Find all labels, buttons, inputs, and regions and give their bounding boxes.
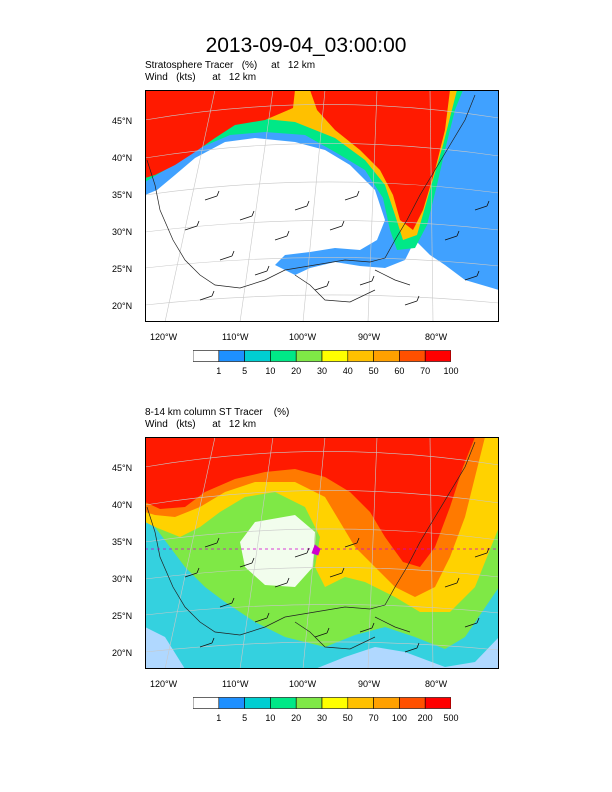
panel1-lon-label: 100°W	[289, 332, 317, 342]
panel1-title-line1: Stratosphere Tracer (%) at 12 km	[145, 60, 316, 71]
panel1-lat-label: 25°N	[112, 264, 133, 274]
panel2-tracer-red	[145, 437, 475, 567]
panel2-title-line2: Wind (kts) at 12 km	[145, 419, 257, 430]
colorbar-label: 5	[242, 713, 248, 723]
colorbar-swatch	[244, 350, 271, 362]
panel2-lat-label: 40°N	[112, 500, 133, 510]
panel1-graticule	[145, 90, 499, 322]
colorbar-label: 100	[391, 713, 407, 723]
colorbar-swatch	[321, 350, 349, 362]
panel1-tracer-red-west	[145, 90, 295, 178]
panel2-coastlines	[146, 441, 476, 650]
colorbar-label: 10	[265, 366, 276, 376]
colorbar-swatch	[399, 350, 426, 362]
colorbar-swatch	[373, 350, 400, 362]
colorbar-label: 50	[368, 366, 379, 376]
colorbar-swatch	[424, 697, 451, 709]
panel1-coastlines	[146, 94, 476, 303]
panel1-lon-label: 80°W	[425, 332, 448, 342]
colorbar-label: 200	[417, 713, 433, 723]
panel2-lat-label: 25°N	[112, 611, 133, 621]
panel2-lat-label: 20°N	[112, 648, 133, 658]
colorbar-label: 20	[291, 366, 302, 376]
colorbar-swatch	[399, 697, 426, 709]
panel2-lat-label: 45°N	[112, 463, 133, 473]
colorbar-label: 20	[291, 713, 302, 723]
colorbar-swatch	[321, 697, 349, 709]
panel1-lon-label: 120°W	[150, 332, 178, 342]
colorbar-swatch	[270, 697, 297, 709]
colorbar-swatch	[193, 350, 220, 362]
colorbar-swatch	[270, 350, 297, 362]
panel1-tracer-red-east	[310, 90, 450, 230]
panel2-map	[145, 437, 499, 669]
panel2-wind-barbs	[184, 537, 490, 653]
panel2-lon-label: 110°W	[222, 679, 249, 689]
colorbar-label: 1	[216, 713, 222, 723]
colorbar-label: 500	[443, 713, 459, 723]
colorbar-label: 50	[342, 713, 353, 723]
colorbar-label: 100	[443, 366, 459, 376]
colorbar-swatch	[373, 697, 400, 709]
panel1-wind-barbs	[184, 190, 490, 306]
panel2-lon-label: 90°W	[358, 679, 381, 689]
colorbar-label: 60	[394, 366, 405, 376]
colorbar-label: 1	[216, 366, 222, 376]
panel1-lat-label: 45°N	[112, 116, 133, 126]
colorbar-swatch	[347, 350, 374, 362]
panel2-lon-label: 120°W	[150, 679, 178, 689]
panel1-lon-label: 90°W	[358, 332, 381, 342]
panel2-graticule	[145, 437, 499, 669]
colorbar-label: 5	[242, 366, 248, 376]
colorbar-swatch	[295, 350, 323, 362]
panel2-colorbar	[193, 697, 451, 709]
colorbar-label: 70	[368, 713, 379, 723]
colorbar-swatch	[244, 697, 271, 709]
panel1-colorbar-labels: 1 5 10 20 30 40 50 60 70 100	[193, 366, 458, 378]
panel2-title-line1: 8-14 km column ST Tracer (%)	[145, 407, 290, 418]
figure-title: 2013-09-04_03:00:00	[205, 34, 407, 57]
panel1-map	[145, 90, 499, 322]
panel1-title-line2: Wind (kts) at 12 km	[145, 72, 257, 83]
panel2-lat-label: 30°N	[112, 574, 133, 584]
colorbar-label: 10	[265, 713, 276, 723]
colorbar-swatch	[218, 697, 245, 709]
panel1-lat-label: 40°N	[112, 153, 133, 163]
panel2-lat-label: 35°N	[112, 537, 133, 547]
colorbar-label: 70	[420, 366, 431, 376]
panel1-lat-label: 20°N	[112, 301, 133, 311]
colorbar-swatch	[424, 350, 451, 362]
panel2-magenta-contours	[145, 544, 499, 556]
panel1-lat-label: 35°N	[112, 190, 133, 200]
panel1-lat-label: 30°N	[112, 227, 133, 237]
colorbar-swatch	[218, 350, 245, 362]
panel2-lon-label: 80°W	[425, 679, 448, 689]
colorbar-swatch	[295, 697, 323, 709]
panel1-colorbar	[193, 350, 451, 362]
colorbar-swatch	[347, 697, 374, 709]
colorbar-swatch	[193, 697, 220, 709]
panel2-lon-label: 100°W	[289, 679, 317, 689]
colorbar-label: 30	[316, 366, 327, 376]
panel2-colorbar-labels: 1 5 10 20 30 50 70 100 200 500	[193, 713, 458, 725]
panel1-lon-label: 110°W	[222, 332, 249, 342]
colorbar-label: 30	[316, 713, 327, 723]
colorbar-label: 40	[342, 366, 353, 376]
